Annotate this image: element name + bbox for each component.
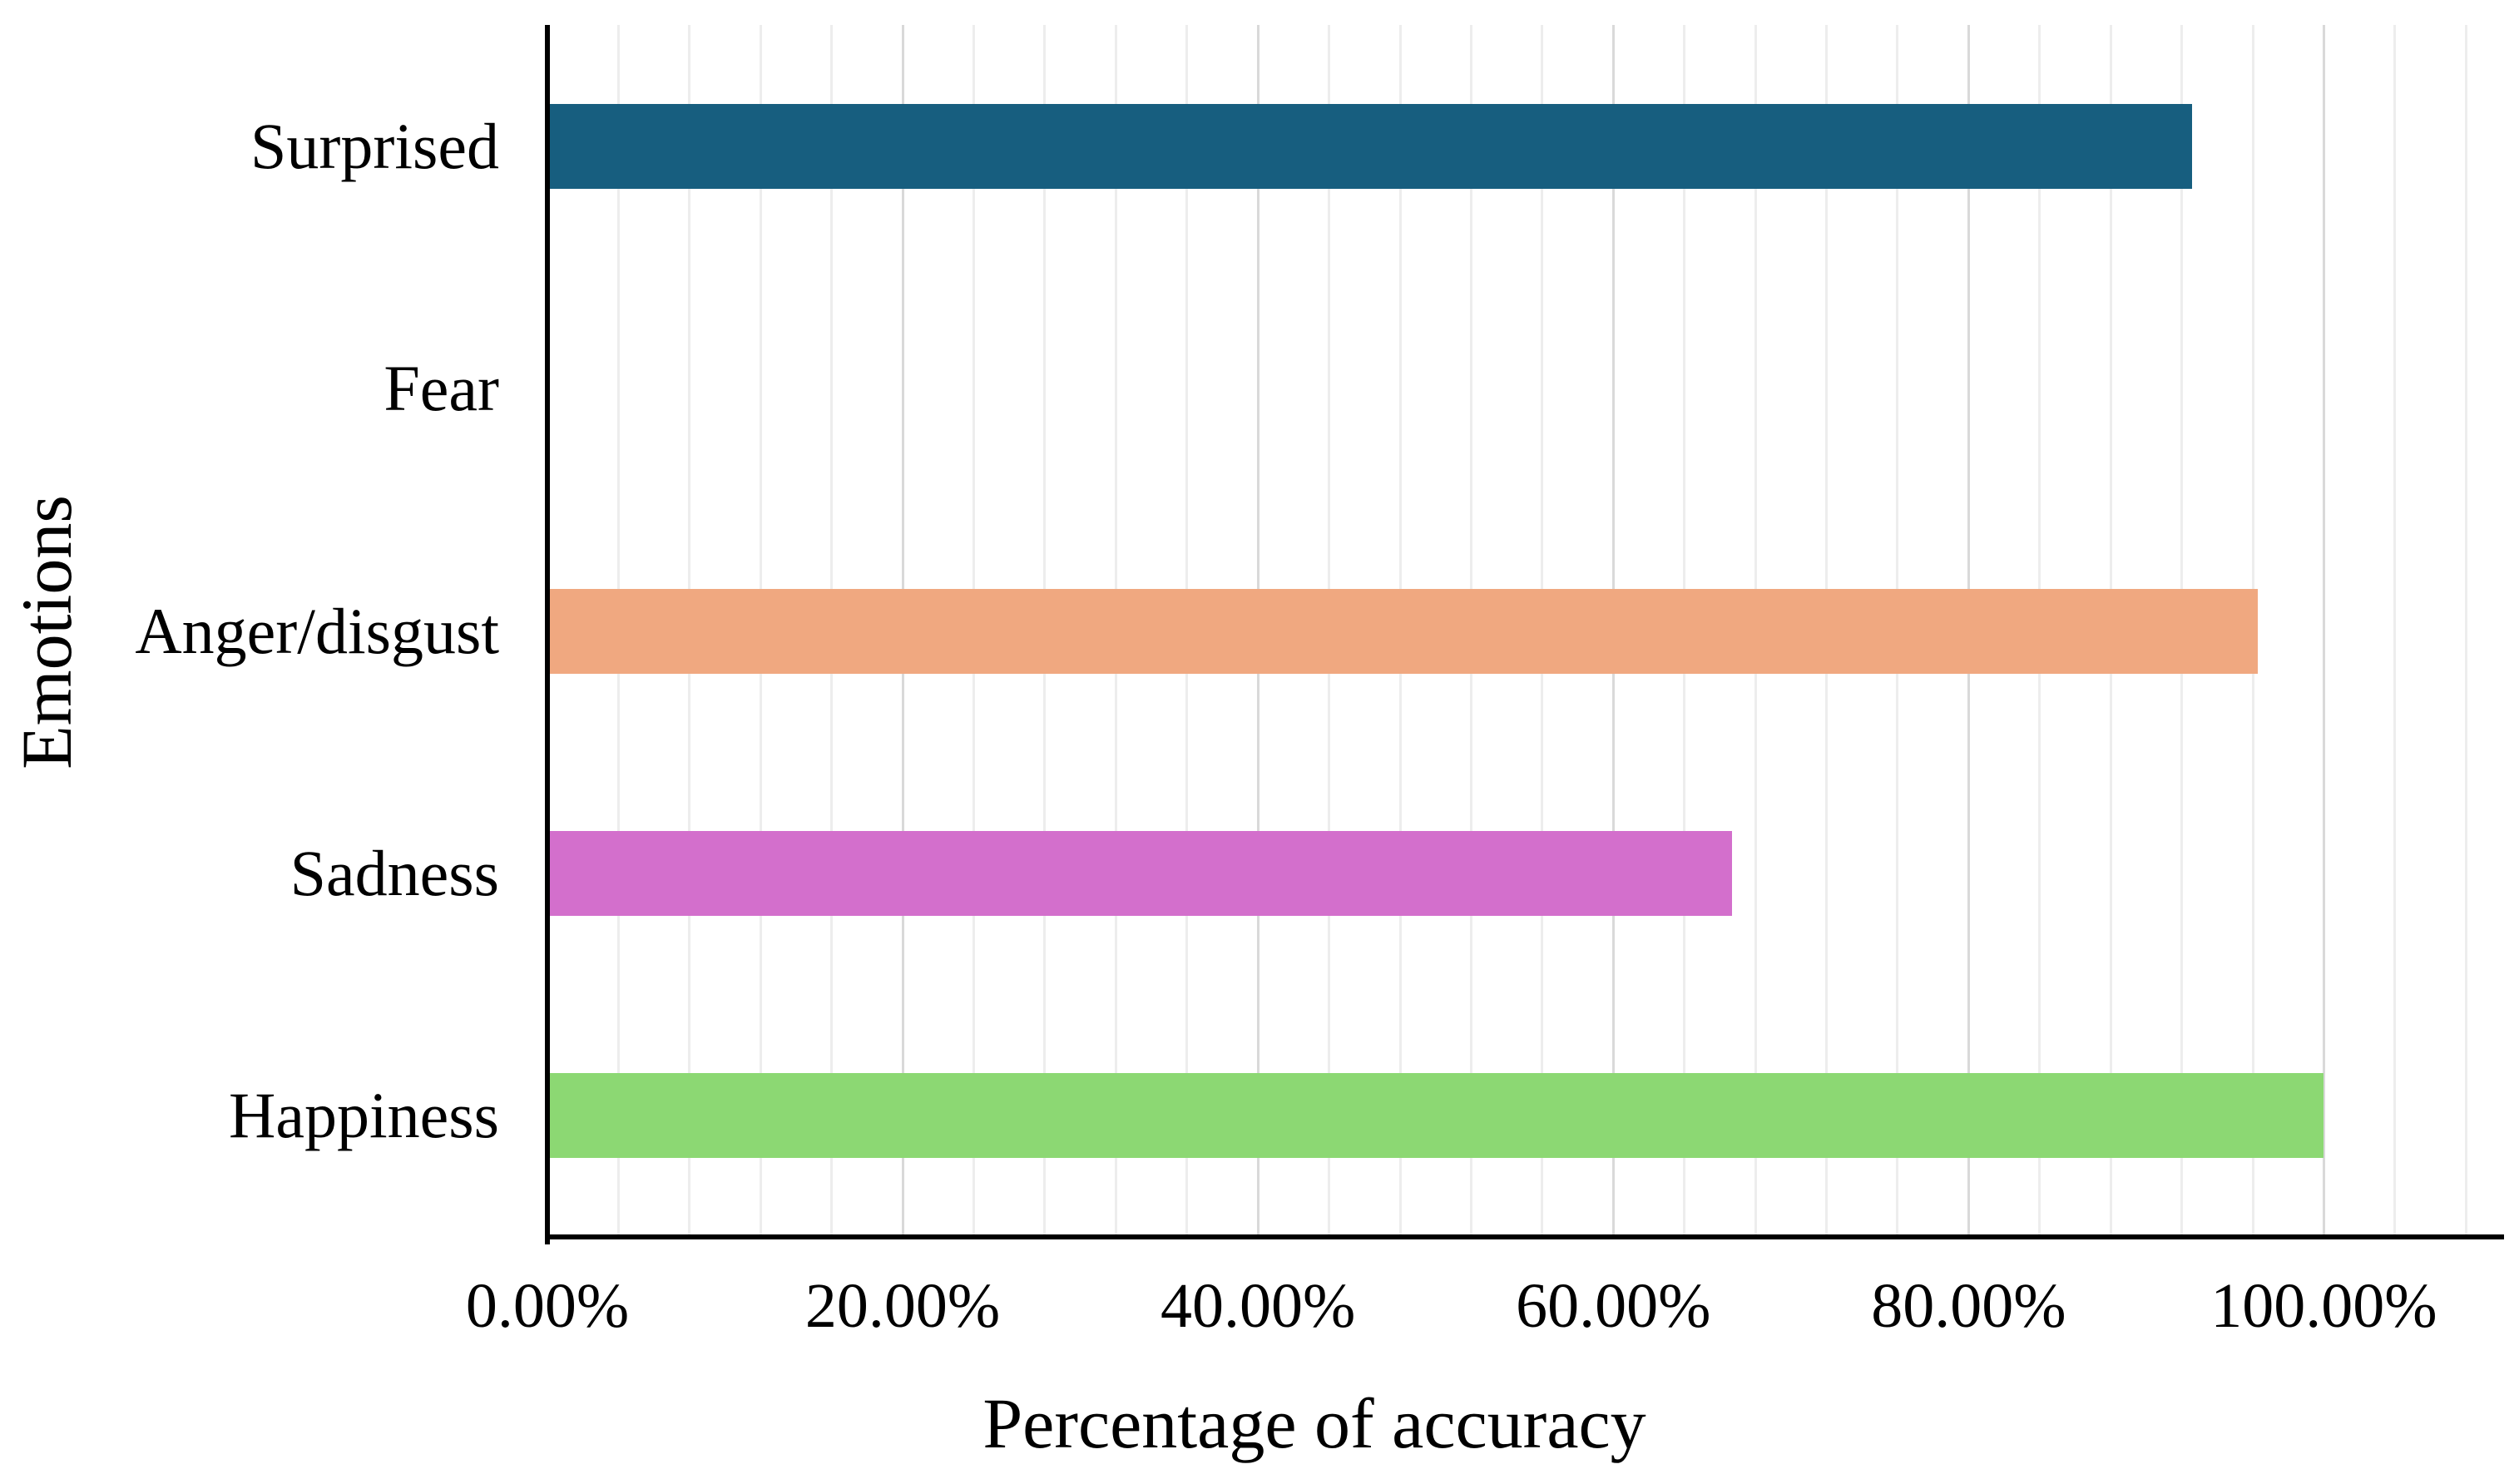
x-tick-label-100: 100.00% <box>2210 1271 2437 1341</box>
x-axis-title: Percentage of accuracy <box>982 1383 1646 1463</box>
x-tick-label-80: 80.00% <box>1871 1271 2066 1341</box>
category-label-sadness: Sadness <box>290 836 499 909</box>
x-tick-label-40: 40.00% <box>1161 1271 1356 1341</box>
category-label-anger-disgust: Anger/disgust <box>135 594 499 667</box>
bar-happiness <box>547 1073 2324 1159</box>
category-label-fear: Fear <box>384 352 499 425</box>
x-tick-label-60: 60.00% <box>1516 1271 1711 1341</box>
x-tick-label-0: 0.00% <box>465 1271 630 1341</box>
minor-gridline <box>2464 25 2467 1237</box>
x-axis-line <box>545 1234 2504 1239</box>
y-axis-title: Emotions <box>7 495 87 769</box>
category-label-surprised: Surprised <box>250 109 499 182</box>
bar-sadness <box>547 830 1732 916</box>
bar-surprised <box>547 103 2193 189</box>
major-gridline <box>2322 25 2325 1237</box>
category-label-happiness: Happiness <box>229 1079 499 1152</box>
x-tick-label-20: 20.00% <box>804 1271 1001 1341</box>
y-axis-line <box>545 25 550 1244</box>
minor-gridline <box>2393 25 2397 1237</box>
bar-anger-disgust <box>547 588 2259 674</box>
